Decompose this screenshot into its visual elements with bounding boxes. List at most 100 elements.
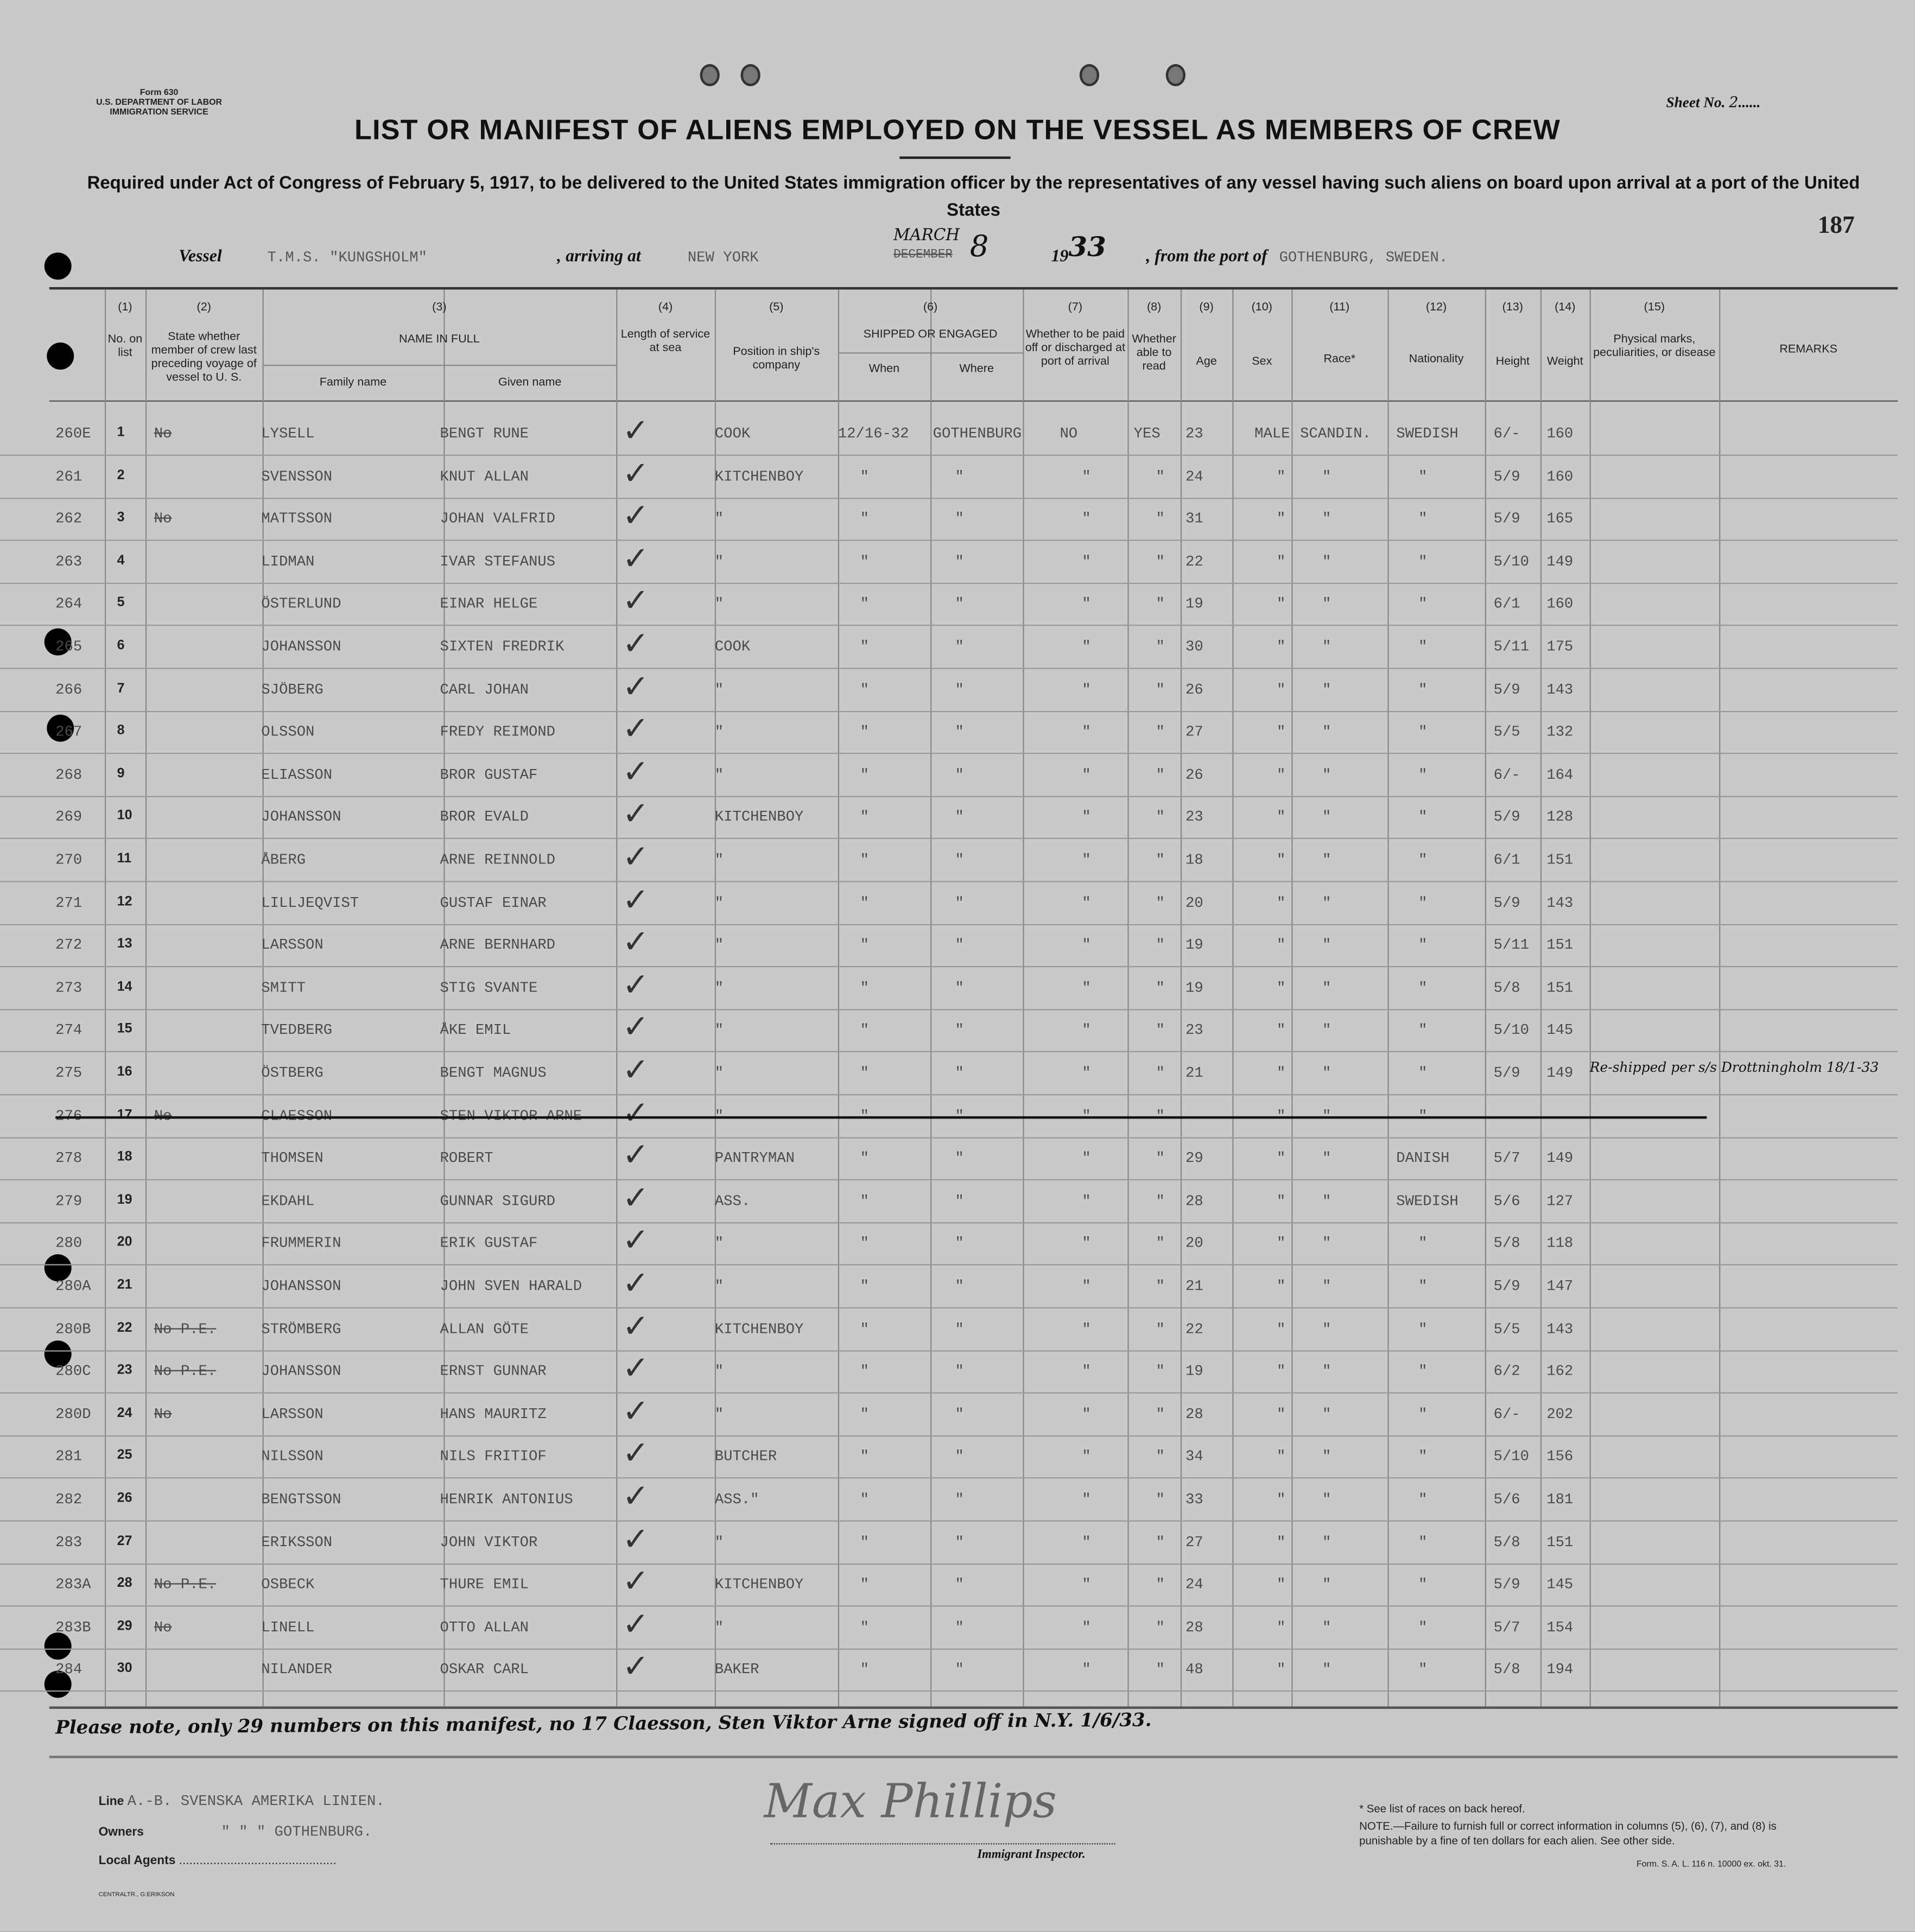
ditto-mark: " — [1418, 1320, 1428, 1338]
ditto-mark: " — [1322, 766, 1331, 784]
arrival-month: MARCH — [893, 226, 960, 245]
ditto-mark: " — [1277, 1064, 1286, 1082]
family-name: JOHANSSON — [261, 1278, 341, 1295]
ditto-mark: " — [1156, 1320, 1165, 1338]
column-divider — [145, 289, 147, 1707]
family-name: OSBECK — [261, 1576, 315, 1593]
header-where: Where — [959, 362, 994, 376]
ditto-mark: " — [1322, 1021, 1331, 1039]
given-name: ARNE REINNOLD — [440, 851, 556, 869]
age: 30 — [1185, 638, 1203, 656]
height: 5/8 — [1493, 979, 1520, 997]
row-number: 19 — [117, 1192, 132, 1208]
header-name-in-full: NAME IN FULL — [399, 332, 480, 346]
weight: 147 — [1546, 1278, 1574, 1295]
height: 5/6 — [1493, 1491, 1520, 1508]
ditto-mark: " — [1082, 681, 1091, 698]
position: " — [714, 1235, 724, 1253]
ditto-mark: " — [1082, 936, 1091, 954]
ditto-mark: " — [955, 467, 964, 485]
service-checkmark-icon: ✓ — [622, 1435, 649, 1473]
height: 5/9 — [1493, 809, 1520, 826]
position: " — [714, 1618, 724, 1636]
list-ref: 276 — [55, 1107, 82, 1124]
ditto-mark: " — [955, 1533, 964, 1551]
ditto-mark: " — [860, 1533, 870, 1551]
ditto-mark: " — [860, 766, 870, 784]
ditto-mark: " — [1418, 1021, 1428, 1039]
ditto-mark: " — [955, 1448, 964, 1466]
weight: 149 — [1546, 552, 1574, 570]
height: 5/10 — [1493, 552, 1530, 570]
given-name: GUSTAF EINAR — [440, 894, 547, 912]
ditto-mark: " — [1156, 851, 1165, 869]
row-number: 5 — [117, 595, 125, 611]
ditto-mark: " — [860, 1363, 870, 1381]
height: 5/9 — [1493, 681, 1520, 698]
service-checkmark-icon: ✓ — [622, 1478, 649, 1516]
weight: 132 — [1546, 723, 1574, 741]
service-checkmark-icon: ✓ — [622, 626, 649, 663]
age: 22 — [1185, 1320, 1203, 1338]
position: ASS." — [714, 1491, 759, 1508]
row-number: 1 — [117, 425, 125, 440]
column-divider — [1589, 289, 1591, 1707]
ditto-mark: " — [1277, 1448, 1286, 1466]
given-name: SIXTEN FREDRIK — [440, 638, 565, 656]
list-ref: 282 — [55, 1491, 83, 1508]
previous-voyage: No — [154, 1405, 172, 1423]
position: " — [714, 1064, 724, 1082]
header-position: Position in ship's company — [733, 345, 820, 372]
ditto-mark: " — [860, 552, 870, 570]
ditto-mark: " — [1418, 1661, 1428, 1679]
ditto-mark: " — [1322, 1405, 1331, 1423]
crew-row: 269 10 JOHANSSON BROR EVALD KITCHENBOY " " " " 23… — [0, 797, 1898, 840]
row-number: 27 — [117, 1533, 132, 1548]
given-name: JOHN VIKTOR — [440, 1533, 538, 1551]
column-divider — [1387, 289, 1389, 1707]
ditto-mark: " — [955, 936, 964, 954]
weight: 151 — [1546, 979, 1574, 997]
row-number: 26 — [117, 1491, 132, 1506]
ditto-mark: " — [860, 595, 870, 613]
position: " — [714, 766, 724, 784]
ditto-mark: " — [860, 1448, 870, 1466]
header-length-of-service: Length of service at sea — [620, 327, 711, 355]
service-checkmark-icon: ✓ — [622, 1180, 649, 1217]
ditto-mark: " — [1322, 723, 1331, 741]
height: 5/6 — [1493, 1192, 1520, 1210]
family-name: LILLJEQVIST — [261, 894, 359, 912]
ditto-mark: " — [1156, 1491, 1165, 1508]
header-paid-off: Whether to be paid off or discharged at … — [1025, 327, 1125, 368]
service-checkmark-icon: ✓ — [622, 753, 649, 791]
age: 20 — [1185, 1235, 1203, 1253]
service-checkmark-icon: ✓ — [622, 881, 649, 919]
ditto-mark: " — [1082, 1278, 1091, 1295]
ditto-mark: " — [1082, 1491, 1091, 1508]
height: 6/- — [1493, 766, 1520, 784]
ditto-mark: " — [1418, 595, 1428, 613]
height: 5/10 — [1493, 1021, 1530, 1039]
column-number: (4) — [658, 300, 673, 314]
position: " — [714, 595, 724, 613]
ditto-mark: " — [1082, 1618, 1091, 1636]
ditto-mark: " — [1418, 1618, 1428, 1636]
service-checkmark-icon: ✓ — [622, 412, 649, 450]
row-number: 14 — [117, 979, 132, 994]
column-number: (2) — [196, 300, 211, 314]
ditto-mark: " — [1277, 681, 1286, 698]
ditto-mark: " — [1277, 1533, 1286, 1551]
weight: 127 — [1546, 1192, 1574, 1210]
given-name: ERNST GUNNAR — [440, 1363, 547, 1381]
list-ref: 263 — [55, 552, 83, 570]
printer-mark: CENTRALTR., G:ERIKSON — [98, 1891, 175, 1899]
column-number: (3) — [432, 300, 447, 314]
given-name: HENRIK ANTONIUS — [440, 1491, 573, 1508]
column-divider — [1485, 289, 1486, 1707]
header-family-name: Family name — [319, 376, 387, 390]
crew-row: 283A 28 No P.E. OSBECK THURE EMIL KITCHENBOY "… — [0, 1564, 1898, 1607]
column-number: (15) — [1644, 300, 1665, 314]
ditto-mark: " — [955, 851, 964, 869]
ditto-mark: " — [955, 1064, 964, 1082]
crew-row: 271 12 LILLJEQVIST GUSTAF EINAR " " " " " 20 " " " 5/… — [0, 882, 1898, 925]
